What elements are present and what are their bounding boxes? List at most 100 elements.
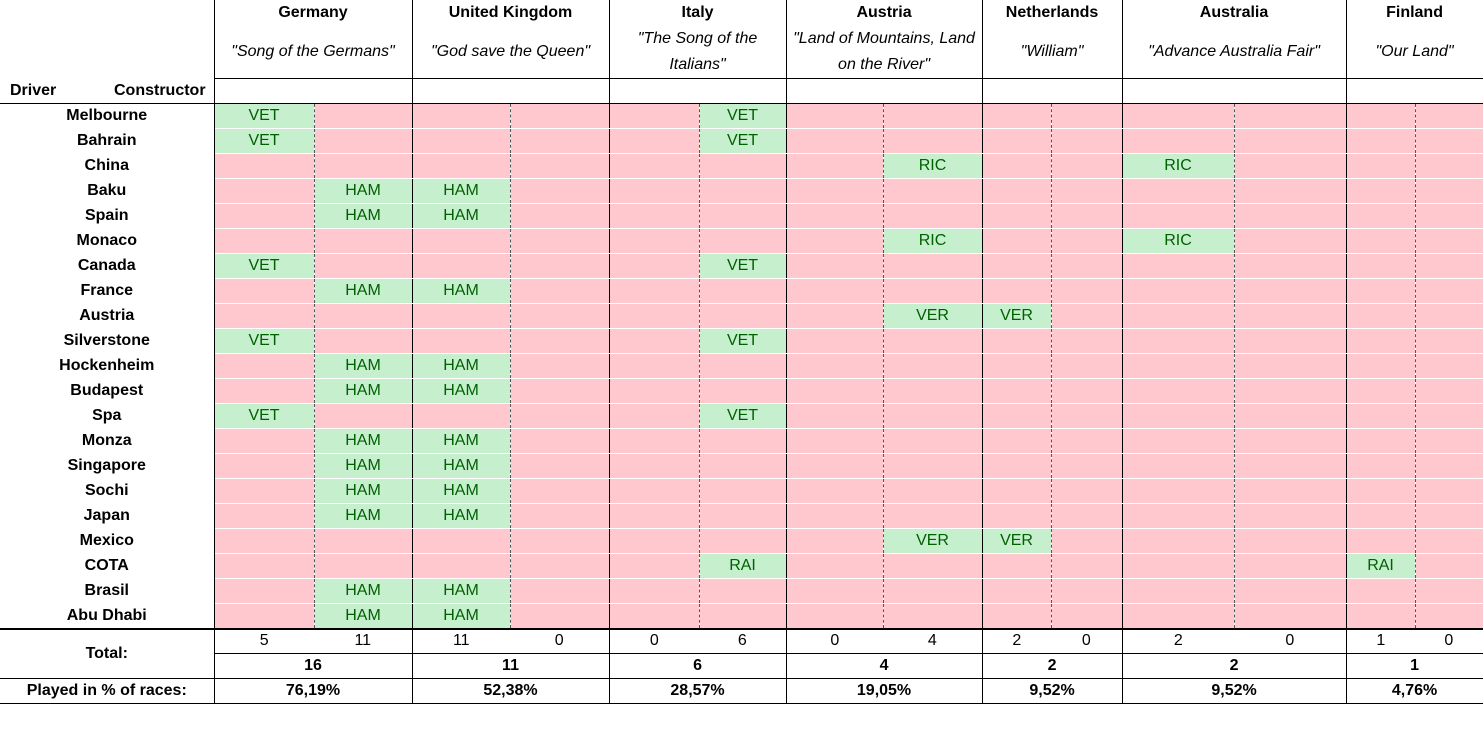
not-played-cell [608,278,700,304]
not-played-cell [883,453,983,479]
not-played-cell [1345,453,1416,479]
not-played-cell [1415,353,1483,379]
played-cell: HAM [314,603,413,629]
not-played-cell [981,603,1052,629]
country-header: Italy [608,0,787,26]
not-played-cell [981,103,1052,129]
not-played-cell [411,103,511,129]
not-played-cell [1051,228,1123,254]
not-played-cell [981,578,1052,604]
not-played-cell [883,203,983,229]
corner-blank [0,0,214,79]
not-played-cell [1234,478,1347,504]
race-name: Abu Dhabi [0,603,215,629]
played-cell: VER [981,303,1052,329]
not-played-cell [510,428,610,454]
not-played-cell [785,428,884,454]
not-played-cell [1051,403,1123,429]
not-played-cell [883,278,983,304]
played-cell: HAM [314,578,413,604]
not-played-cell [1415,553,1483,579]
not-played-cell [608,478,700,504]
played-cell: HAM [411,428,511,454]
not-played-cell [981,428,1052,454]
driver-total: 0 [785,627,884,654]
not-played-cell [883,578,983,604]
not-played-cell [1234,103,1347,129]
not-played-cell [608,303,700,329]
not-played-cell [411,528,511,554]
not-played-cell [213,228,315,254]
country-sum: 2 [1121,653,1347,679]
played-cell: VER [883,528,983,554]
not-played-cell [213,353,315,379]
anthem-name: "Land of Mountains, Land on the River" [785,26,983,79]
not-played-cell [1234,153,1347,179]
not-played-cell [785,178,884,204]
not-played-cell [1345,203,1416,229]
country-percent: 4,76% [1345,678,1483,704]
not-played-cell [510,178,610,204]
not-played-cell [213,203,315,229]
not-played-cell [608,178,700,204]
country-header: Netherlands [981,0,1123,26]
not-played-cell [785,553,884,579]
not-played-cell [1051,153,1123,179]
not-played-cell [1345,378,1416,404]
played-cell: HAM [314,278,413,304]
not-played-cell [883,103,983,129]
not-played-cell [699,603,787,629]
not-played-cell [608,553,700,579]
not-played-cell [608,528,700,554]
table-row: Melbourne VET VET [0,103,1483,129]
not-played-cell [314,253,413,279]
played-cell: VET [699,253,787,279]
table-row: Singapore HAM HAM [0,453,1483,479]
not-played-cell [213,578,315,604]
anthem-name: "Our Land" [1345,26,1483,79]
not-played-cell [1234,528,1347,554]
constructor-total: 4 [883,627,983,654]
not-played-cell [1234,453,1347,479]
not-played-cell [1234,278,1347,304]
race-name: Sochi [0,478,215,504]
not-played-cell [1051,428,1123,454]
not-played-cell [699,178,787,204]
not-played-cell [785,403,884,429]
played-cell: RIC [1121,228,1235,254]
race-name: Austria [0,303,215,329]
not-played-cell [785,103,884,129]
not-played-cell [608,503,700,529]
not-played-cell [1415,153,1483,179]
constructor-total: 0 [1051,627,1123,654]
not-played-cell [1415,303,1483,329]
not-played-cell [699,378,787,404]
anthem-row: "Song of the Germans" "God save the Quee… [0,26,1483,79]
not-played-cell [213,528,315,554]
blank-cell [1345,78,1483,104]
not-played-cell [1345,103,1416,129]
not-played-cell [608,603,700,629]
country-percent: 9,52% [981,678,1123,704]
not-played-cell [1234,303,1347,329]
not-played-cell [213,603,315,629]
table-row: Bahrain VET VET [0,128,1483,154]
driver-total: 11 [411,627,510,654]
country-sum: 16 [213,653,413,679]
not-played-cell [1234,178,1347,204]
total-row: Total: 5 11 11 0 0 6 0 4 2 0 2 0 1 0 [0,627,1483,679]
played-cell: HAM [314,428,413,454]
not-played-cell [213,478,315,504]
not-played-cell [1121,603,1235,629]
not-played-cell [883,553,983,579]
played-cell: HAM [411,353,511,379]
not-played-cell [699,428,787,454]
constructor-total: 0 [1415,627,1483,654]
not-played-cell [411,553,511,579]
not-played-cell [1345,278,1416,304]
not-played-cell [699,153,787,179]
not-played-cell [1234,253,1347,279]
not-played-cell [1415,428,1483,454]
not-played-cell [883,503,983,529]
not-played-cell [699,453,787,479]
